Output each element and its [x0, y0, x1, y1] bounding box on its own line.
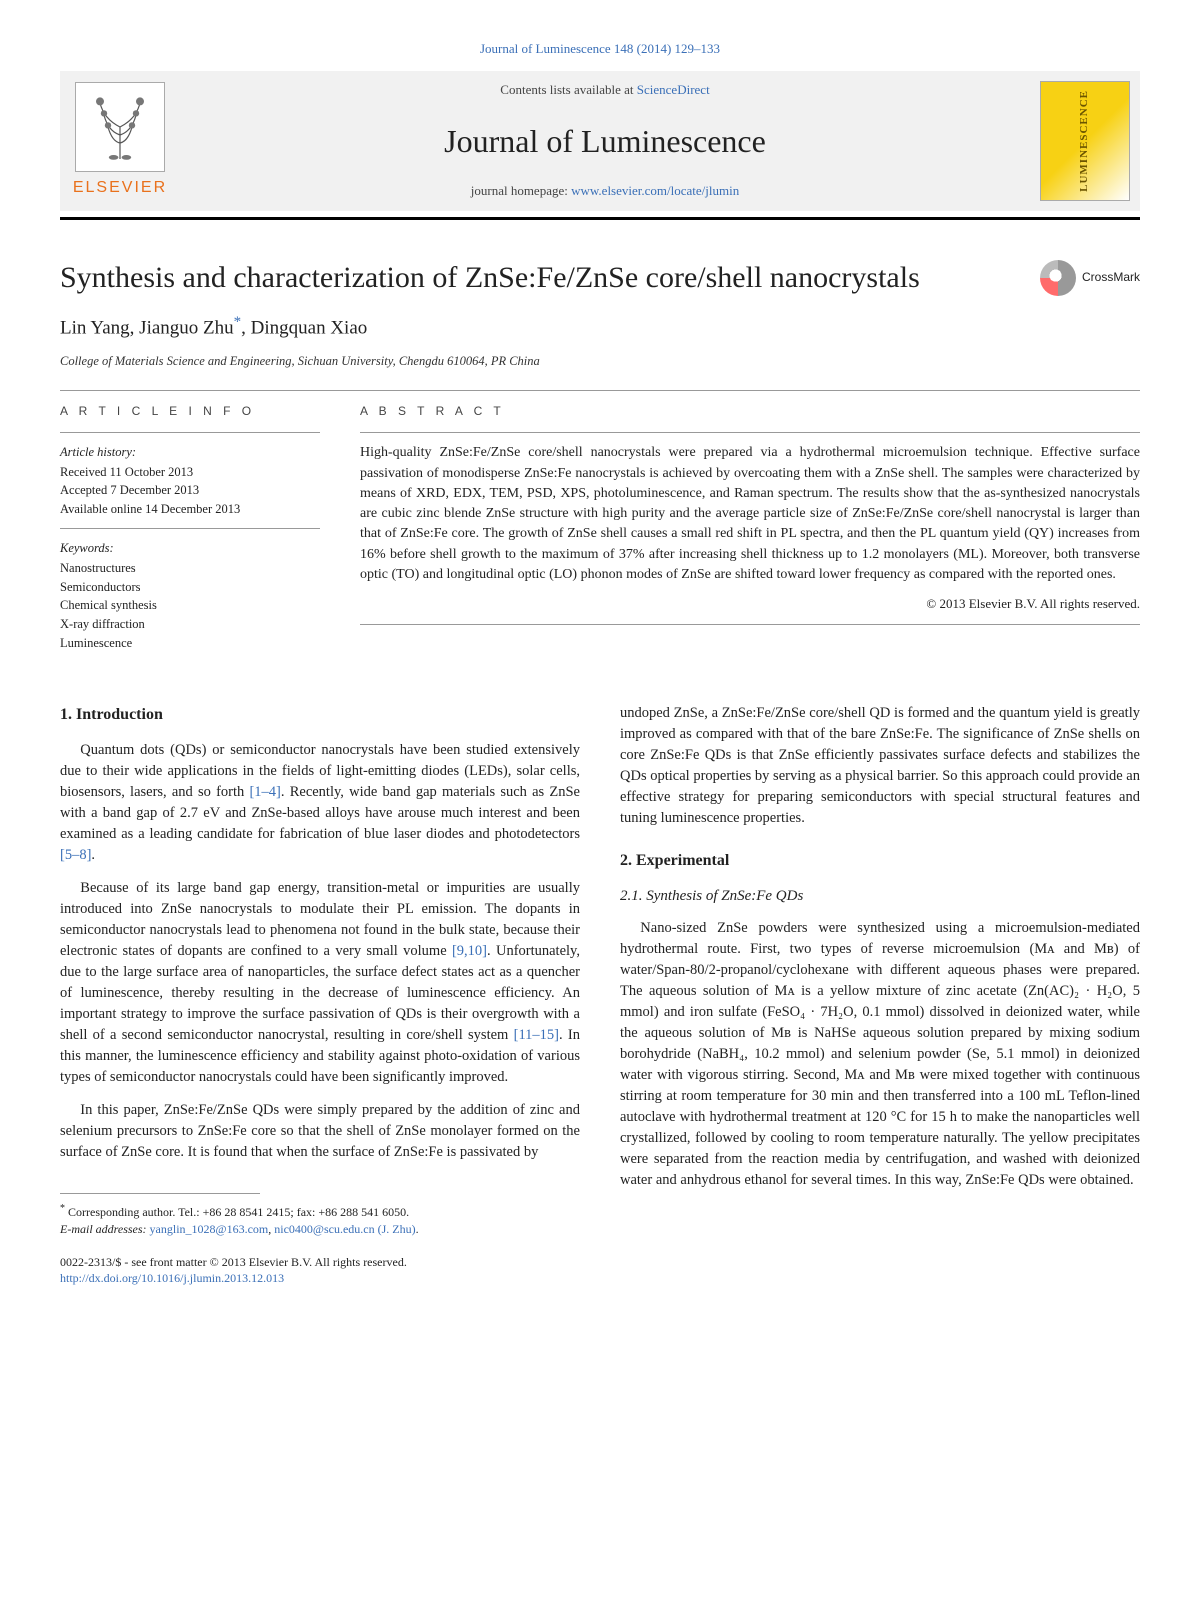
body-text: . — [91, 847, 95, 863]
header-center: Contents lists available at ScienceDirec… — [180, 71, 1030, 211]
authors-last: , Dingquan Xiao — [241, 317, 367, 338]
keyword: X-ray diffraction — [60, 615, 320, 634]
contents-line: Contents lists available at ScienceDirec… — [200, 81, 1010, 100]
body-columns: 1. Introduction Quantum dots (QDs) or se… — [60, 703, 1140, 1288]
body-col-left: 1. Introduction Quantum dots (QDs) or se… — [60, 703, 580, 1288]
section-2-1-heading: 2.1. Synthesis of ZnSe:Fe QDs — [620, 886, 1140, 908]
footnote-separator — [60, 1193, 260, 1194]
abstract-divider — [360, 432, 1140, 433]
email-link[interactable]: nic0400@scu.edu.cn (J. Zhu) — [274, 1222, 415, 1236]
crossmark-badge[interactable]: CrossMark — [1040, 260, 1140, 296]
abstract-label: A B S T R A C T — [360, 403, 1140, 420]
homepage-link[interactable]: www.elsevier.com/locate/jlumin — [571, 183, 739, 198]
journal-header: ELSEVIER Contents lists available at Sci… — [60, 71, 1140, 211]
sciencedirect-link[interactable]: ScienceDirect — [637, 82, 710, 97]
authors-line: Lin Yang, Jianguo Zhu*, Dingquan Xiao — [60, 312, 1140, 342]
affiliation: College of Materials Science and Enginee… — [60, 352, 1140, 370]
doi-link[interactable]: http://dx.doi.org/10.1016/j.jlumin.2013.… — [60, 1271, 284, 1285]
email-end: . — [416, 1222, 419, 1236]
ref-link[interactable]: [11–15] — [514, 1027, 559, 1043]
homepage-prefix: journal homepage: — [471, 183, 571, 198]
keyword: Luminescence — [60, 634, 320, 653]
contents-prefix: Contents lists available at — [500, 82, 636, 97]
abstract-copyright: © 2013 Elsevier B.V. All rights reserved… — [360, 595, 1140, 614]
section-1-heading: 1. Introduction — [60, 703, 580, 726]
keywords-list: Nanostructures Semiconductors Chemical s… — [60, 559, 320, 653]
info-divider-2 — [60, 528, 320, 529]
elsevier-wordmark: ELSEVIER — [73, 176, 167, 199]
journal-cover-thumbnail[interactable]: LUMINESCENCE — [1040, 81, 1130, 201]
issn-block: 0022-2313/$ - see front matter © 2013 El… — [60, 1254, 580, 1288]
keyword: Chemical synthesis — [60, 596, 320, 615]
body-col-right: undoped ZnSe, a ZnSe:Fe/ZnSe core/shell … — [620, 703, 1140, 1288]
footnote-star-icon: * — [60, 1203, 65, 1214]
keyword: Nanostructures — [60, 559, 320, 578]
footnote-text: Corresponding author. Tel.: +86 28 8541 … — [68, 1205, 409, 1219]
corresponding-footnote: * Corresponding author. Tel.: +86 28 854… — [60, 1202, 580, 1238]
issn-line: 0022-2313/$ - see front matter © 2013 El… — [60, 1254, 580, 1271]
abstract-text: High-quality ZnSe:Fe/ZnSe core/shell nan… — [360, 443, 1140, 585]
abstract-divider-bottom — [360, 624, 1140, 625]
elsevier-tree-icon — [75, 82, 165, 172]
citation-line: Journal of Luminescence 148 (2014) 129–1… — [60, 40, 1140, 59]
authors-first: Lin Yang, Jianguo Zhu — [60, 317, 234, 338]
info-divider-1 — [60, 432, 320, 433]
history-label: Article history: — [60, 443, 320, 461]
keyword: Semiconductors — [60, 578, 320, 597]
elsevier-logo[interactable]: ELSEVIER — [60, 71, 180, 211]
article-info-label: A R T I C L E I N F O — [60, 403, 320, 420]
history-accepted: Accepted 7 December 2013 — [60, 481, 320, 499]
ref-link[interactable]: [1–4] — [249, 784, 280, 800]
crossmark-label: CrossMark — [1082, 269, 1140, 286]
article-info-column: A R T I C L E I N F O Article history: R… — [60, 403, 320, 653]
history-online: Available online 14 December 2013 — [60, 500, 320, 518]
body-paragraph: In this paper, ZnSe:Fe/ZnSe QDs were sim… — [60, 1100, 580, 1163]
email-label: E-mail addresses: — [60, 1222, 150, 1236]
homepage-line: journal homepage: www.elsevier.com/locat… — [200, 182, 1010, 201]
history-received: Received 11 October 2013 — [60, 463, 320, 481]
crossmark-icon — [1040, 260, 1076, 296]
body-paragraph: Quantum dots (QDs) or semiconductor nano… — [60, 740, 580, 866]
body-paragraph: Because of its large band gap energy, tr… — [60, 878, 580, 1088]
section-2-heading: 2. Experimental — [620, 849, 1140, 872]
ref-link[interactable]: [5–8] — [60, 847, 91, 863]
body-paragraph: undoped ZnSe, a ZnSe:Fe/ZnSe core/shell … — [620, 703, 1140, 829]
divider-top — [60, 390, 1140, 391]
citation-link[interactable]: Journal of Luminescence 148 (2014) 129–1… — [480, 41, 720, 56]
keywords-label: Keywords: — [60, 539, 320, 557]
journal-title: Journal of Luminescence — [200, 118, 1010, 164]
ref-link[interactable]: [9,10] — [452, 943, 487, 959]
journal-cover-text: LUMINESCENCE — [1077, 90, 1093, 192]
email-link[interactable]: yanglin_1028@163.com — [150, 1222, 269, 1236]
body-paragraph: Nano-sized ZnSe powders were synthesized… — [620, 918, 1140, 1191]
article-title: Synthesis and characterization of ZnSe:F… — [60, 260, 1040, 296]
header-rule — [60, 217, 1140, 220]
abstract-column: A B S T R A C T High-quality ZnSe:Fe/ZnS… — [360, 403, 1140, 653]
